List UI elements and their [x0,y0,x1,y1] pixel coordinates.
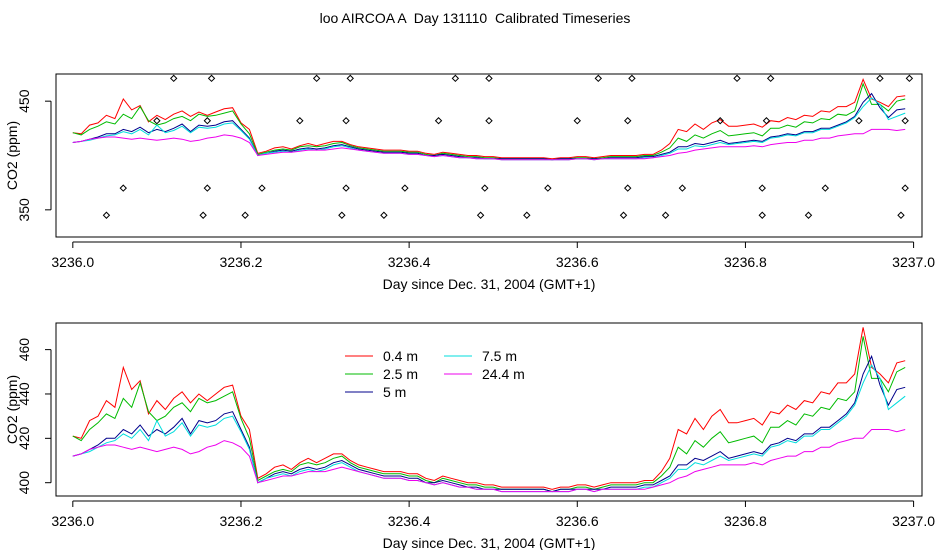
panel1-y-axis-label: CO2 (ppm) [4,121,20,190]
panel1-scatter-point [119,184,127,192]
panel1-scatter-point [758,211,766,219]
panel1-scatter-point [544,184,552,192]
panel1-scatter-point [628,74,636,83]
panel1-scatter-point [199,211,207,219]
panel2-y-tick-label: 440 [16,382,32,406]
panel2-y-tick-label: 460 [16,338,32,362]
legend-label: 24.4 m [482,366,525,382]
panel1-scatter-point [901,117,909,125]
panel1-scatter-point [905,74,914,83]
panel1-scatter-point [897,211,905,219]
panel2-y-tick-label: 420 [16,426,32,450]
panel1-scatter-point [855,117,863,125]
panel1-scatter-point [821,184,830,192]
panel1-scatter-point [346,74,354,83]
panel1-scatter-point [170,74,178,83]
panel1-scatter-point [758,184,766,192]
panel2-x-tick-label: 3236.2 [220,513,263,529]
panel1-scatter-point [401,184,409,192]
panel2-series-7-5-m [72,364,906,493]
panel1-scatter-point [476,211,485,219]
panel1-scatter-point [766,74,775,83]
panel2-x-tick-label: 3236.0 [51,513,94,529]
panel1-series-24-4-m [72,128,906,161]
panel1-scatter-point [876,74,884,83]
panel1-scatter-point [523,211,531,219]
legend-label: 2.5 m [383,366,418,382]
panel2-x-axis-label: Day since Dec. 31, 2004 (GMT+1) [383,535,596,550]
panel1-series-0-4-m [72,78,906,160]
panel1-y-tick-label: 350 [16,198,32,222]
panel1-scatter-point [624,184,632,192]
panel1-scatter-point [241,211,249,219]
panel1-scatter-point [619,211,628,219]
panel1-y-tick-label: 450 [16,89,32,113]
panel1-scatter-point [678,184,687,192]
panel1-scatter-point [203,184,212,192]
panel1-scatter-point [296,117,304,125]
panel1-scatter-point [901,184,909,192]
legend-label: 0.4 m [383,348,418,364]
panel1-scatter-point [485,74,493,83]
panel1-x-tick-label: 3236.8 [724,254,767,270]
panel2-frame [55,322,923,497]
panel1-scatter-point [207,74,216,83]
panel1-scatter-point [312,74,321,83]
panel1-x-tick-label: 3236.4 [388,254,431,270]
panel1-x-tick-label: 3236.6 [556,254,599,270]
panel1-scatter-point [153,117,161,125]
panel1-scatter-point [258,184,266,192]
panel1-series-7-5-m [72,97,906,161]
panel1-scatter-point [203,117,212,125]
panel1-scatter-point [733,74,741,83]
panel1-scatter-point [716,117,724,125]
panel1-scatter-point [451,74,460,83]
panel2-x-tick-label: 3237.0 [892,513,935,529]
panel2-series-24-4-m [72,429,906,493]
panel1-x-tick-label: 3236.0 [51,254,94,270]
panel1-frame [55,73,923,238]
panel2-series-0-4-m [72,327,906,490]
panel2-y-axis-label: CO2 (ppm) [4,375,20,444]
figure-title: loo AIRCOA A Day 131110 Calibrated Times… [319,10,631,26]
legend-label: 7.5 m [482,348,517,364]
panel1-series-5-m [72,92,906,161]
panel1-scatter-point [594,74,603,83]
panel2-y-tick-label: 400 [16,471,32,495]
panel2-x-tick-label: 3236.4 [388,513,431,529]
panel1-scatter-point [342,117,350,125]
panel1-x-axis-label: Day since Dec. 31, 2004 (GMT+1) [383,276,596,292]
panel1-x-tick-label: 3236.2 [220,254,263,270]
panel2-x-tick-label: 3236.6 [556,513,599,529]
panel1-scatter-point [573,117,581,125]
panel1-scatter-point [661,211,670,219]
panel1-scatter-point [481,184,489,192]
panel1-scatter-point [624,117,632,125]
panel1-scatter-point [762,117,771,125]
panel1-scatter-point [485,117,493,125]
panel1-scatter-point [380,211,388,219]
panel1-series-2-5-m [72,82,906,161]
legend-label: 5 m [383,384,406,400]
panel1-scatter-point [338,211,346,219]
panel1-scatter-point [342,184,350,192]
panel1-scatter-point [434,117,443,125]
panel1-x-tick-label: 3237.0 [892,254,935,270]
panel1-scatter-point [804,211,813,219]
panel2-series-2-5-m [72,336,906,493]
panel1-scatter-point [102,211,111,219]
panel2-x-tick-label: 3236.8 [724,513,767,529]
